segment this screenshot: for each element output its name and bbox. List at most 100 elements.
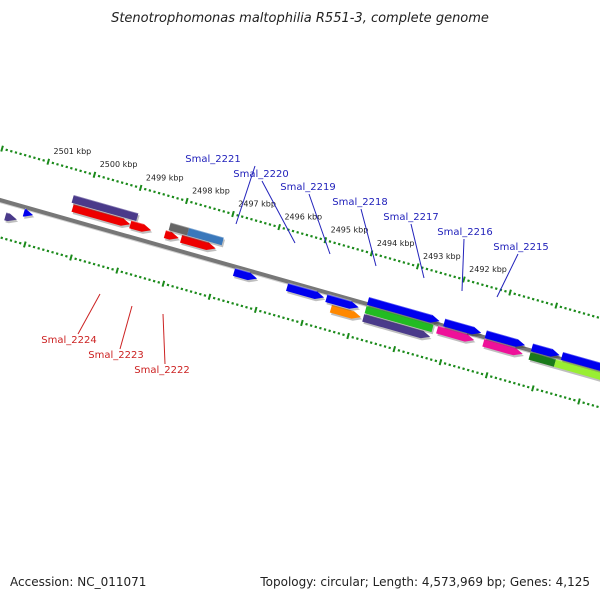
outer-minor-tick [397,259,401,263]
gene-feature-highlight [73,203,124,219]
inner-minor-tick [291,318,295,322]
gene-feature [22,208,34,217]
outer-minor-tick [407,262,410,266]
gene-feature [163,230,179,240]
outer-major-tick [508,289,512,296]
inner-minor-tick [166,283,170,287]
outer-minor-tick [578,310,581,314]
outer-minor-tick [282,227,286,230]
gene-feature [367,297,440,323]
inner-minor-tick [360,338,364,342]
inner-minor-tick [180,287,184,291]
outer-minor-tick [176,196,179,200]
outer-minor-tick [337,242,341,246]
inner-minor-tick [37,247,41,250]
gene-feature [530,343,560,357]
outer-minor-tick [536,299,540,302]
outer-minor-tick [190,200,193,204]
outer-minor-tick [351,246,355,250]
outer-major-tick [554,302,559,309]
inner-minor-tick [573,398,576,402]
inner-major-tick [438,359,443,366]
inner-minor-tick [4,237,8,241]
inner-minor-tick [388,346,392,350]
outer-minor-tick [434,270,438,273]
outer-tick-ring [0,145,600,319]
inner-minor-tick [559,394,562,398]
gene-feature [286,283,325,299]
inner-minor-tick [120,270,124,274]
outer-minor-tick [314,236,318,239]
inner-minor-tick [263,311,267,314]
outer-minor-tick [79,169,82,173]
gene-labels: Smal_2221 Smal_2220 Smal_2219 Smal_2218 Smal… [41,154,548,376]
outer-minor-tick [310,234,313,238]
outer-minor-tick [134,185,138,188]
inner-minor-tick [60,253,64,257]
inner-minor-tick [212,296,216,300]
inner-minor-tick [51,250,54,254]
inner-minor-tick [314,325,318,329]
outer-minor-tick [356,248,360,251]
outer-minor-tick [143,187,147,191]
inner-minor-tick [434,359,438,363]
inner-minor-tick [549,392,553,395]
outer-minor-tick [559,305,563,309]
outer-minor-tick [157,191,161,195]
outer-minor-tick [148,189,152,192]
gene-label: Smal_2216 [437,227,492,238]
inner-minor-tick [526,385,530,389]
gene-feature [71,195,139,221]
outer-minor-tick [199,203,203,207]
gene-feature [528,351,557,367]
inner-minor-tick [295,320,299,324]
inner-major-tick [392,345,397,353]
outer-minor-tick [481,283,484,287]
inner-minor-tick [175,286,179,289]
outer-minor-tick [522,295,526,298]
gene-label-leader [496,253,519,298]
outer-minor-tick [254,219,258,222]
gene-feature [187,227,224,246]
outer-minor-tick [365,250,369,254]
inner-minor-tick [457,366,461,369]
outer-minor-tick [527,296,530,300]
backbone-line [0,197,600,373]
inner-minor-tick [425,356,428,360]
inner-minor-tick [194,291,198,295]
outer-minor-tick [153,190,156,194]
outer-minor-tick [69,166,73,170]
outer-minor-tick [471,280,475,284]
inner-minor-tick [245,305,248,309]
inner-minor-tick [74,257,77,261]
outer-minor-tick [102,176,106,179]
outer-minor-tick [517,293,521,297]
gene-feature [362,313,431,339]
outer-minor-tick [550,302,554,306]
outer-minor-tick [227,211,230,215]
outer-minor-tick [485,284,489,288]
inner-minor-tick [143,277,147,280]
inner-minor-tick [452,364,456,368]
inner-minor-tick [443,362,447,365]
inner-minor-tick [402,350,405,354]
inner-minor-tick [554,393,558,397]
inner-minor-tick [591,404,595,407]
inner-major-tick [484,372,489,379]
inner-minor-tick [222,299,225,303]
inner-minor-tick [125,271,128,275]
outer-minor-tick [33,156,36,160]
tick-label: 2494 kbp [377,239,415,248]
outer-major-tick [46,158,51,165]
inner-minor-tick [351,335,355,339]
outer-minor-tick [305,233,309,237]
outer-minor-tick [88,172,92,175]
outer-minor-tick [166,194,170,198]
gene-feature-highlight [484,338,516,349]
outer-minor-tick [259,220,263,224]
inner-minor-tick [596,405,599,409]
outer-minor-tick [14,151,18,154]
outer-minor-tick [333,241,336,245]
outer-minor-tick [268,223,272,226]
outer-major-tick [415,263,420,270]
